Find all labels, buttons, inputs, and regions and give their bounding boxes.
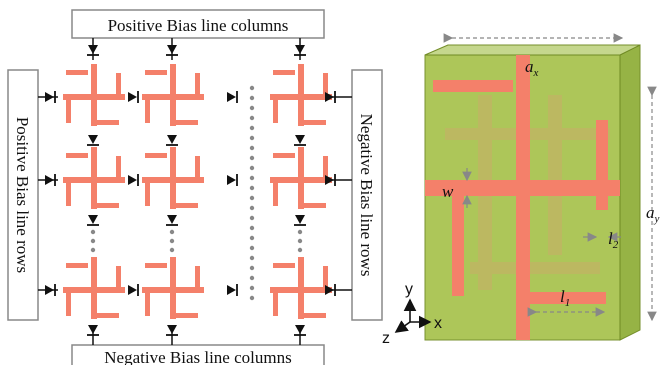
axis-z-label: z (382, 330, 390, 347)
substrate-top (424, 44, 641, 56)
diode (325, 174, 336, 186)
diode (294, 135, 306, 146)
top-left-arm (433, 80, 513, 92)
diode (45, 91, 56, 103)
unit-cell (142, 64, 204, 126)
diode (128, 284, 139, 296)
lower-left-arm (452, 196, 464, 296)
right-label-box (351, 69, 383, 321)
front-strips (425, 55, 620, 340)
diode (166, 45, 178, 56)
diode (227, 174, 238, 186)
vertical-main-strip (516, 55, 530, 340)
diode (128, 174, 139, 186)
diode (166, 325, 178, 336)
w-label: w (442, 182, 454, 201)
left-label-box (7, 69, 39, 321)
small-dimensions (462, 168, 621, 242)
ay-label: ay (646, 203, 660, 225)
axis-y-label: y (405, 281, 413, 298)
top-label: Positive Bias line columns (108, 16, 289, 35)
diode (87, 215, 99, 226)
unit-cell (142, 147, 204, 209)
l2-label: l2 (608, 229, 619, 251)
bottom-label: Negative Bias line columns (104, 348, 291, 365)
back-strips (445, 95, 610, 290)
coordinate-axes (394, 298, 432, 333)
continuation-dots (90, 85, 303, 301)
right-arm (596, 120, 608, 210)
unit-cell (270, 147, 332, 209)
unit-cell (270, 64, 332, 126)
diode (325, 284, 336, 296)
diode (87, 45, 99, 56)
unit-cell-3d: ax ay w l1 l2 y x z (382, 33, 660, 347)
top-label-box (71, 9, 325, 39)
unit-cell (63, 64, 125, 126)
unit-cell (270, 257, 332, 319)
ax-label: ax (525, 57, 539, 79)
bottom-label-box (71, 344, 325, 365)
horizontal-main-strip (425, 180, 620, 196)
unit-cell-array (63, 64, 332, 319)
diode (294, 45, 306, 56)
unit-cell (63, 147, 125, 209)
diode (128, 91, 139, 103)
unit-cell (63, 257, 125, 319)
diode (166, 215, 178, 226)
diode (166, 135, 178, 146)
bottom-arm (530, 292, 606, 304)
diode (87, 135, 99, 146)
diode (87, 325, 99, 336)
right-label: Negative Bias line rows (357, 114, 376, 277)
unit-cell (142, 257, 204, 319)
diode-array (45, 45, 336, 336)
diode (45, 284, 56, 296)
bias-network-diagram: Positive Bias line columns Negative Bias… (7, 9, 383, 365)
dimension-lines (443, 33, 657, 322)
diode (227, 284, 238, 296)
axis-x-label: x (434, 315, 442, 332)
diode (227, 91, 238, 103)
diode (325, 91, 336, 103)
diode (294, 325, 306, 336)
l1-label: l1 (560, 287, 570, 309)
diode (294, 215, 306, 226)
left-label: Positive Bias line rows (13, 117, 32, 273)
diode (45, 174, 56, 186)
substrate-side (619, 44, 641, 341)
